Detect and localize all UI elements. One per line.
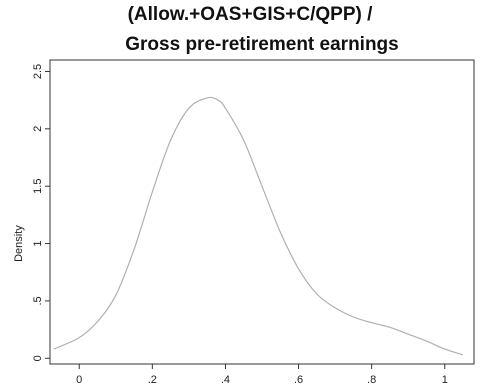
x-tick-label: .6 — [294, 374, 303, 386]
x-axis: 0 .2 .4 .6 .8 1 — [76, 364, 448, 386]
x-tick-label: 1 — [442, 374, 448, 386]
y-tick-label: 0 — [32, 355, 44, 361]
y-tick-label: 2.5 — [32, 64, 44, 79]
y-tick-label: 1 — [32, 240, 44, 246]
y-axis-label: Density — [13, 225, 25, 262]
y-tick-label: 2 — [32, 126, 44, 132]
x-tick-label: .8 — [367, 374, 376, 386]
x-tick-label: .4 — [221, 374, 230, 386]
y-tick-label: .5 — [32, 296, 44, 305]
chart-title-line-1: (Allow.+OAS+GIS+C/QPP) / — [127, 4, 373, 25]
chart-title-line-2: Gross pre-retirement earnings — [125, 34, 399, 55]
plot-frame — [49, 59, 475, 365]
y-axis: 0 .5 1 1.5 2 2.5 — [32, 64, 50, 361]
y-tick-label: 1.5 — [32, 179, 44, 194]
x-tick-label: .2 — [148, 374, 157, 386]
density-curve — [53, 96, 464, 356]
x-tick-label: 0 — [76, 374, 82, 386]
